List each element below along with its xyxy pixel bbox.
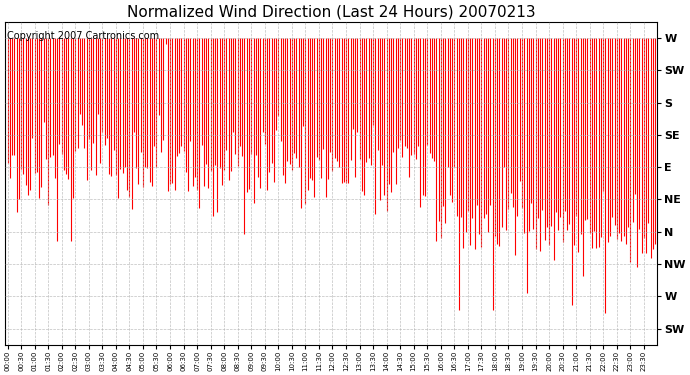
Title: Normalized Wind Direction (Last 24 Hours) 20070213: Normalized Wind Direction (Last 24 Hours… bbox=[127, 4, 535, 19]
Text: Copyright 2007 Cartronics.com: Copyright 2007 Cartronics.com bbox=[7, 32, 159, 41]
